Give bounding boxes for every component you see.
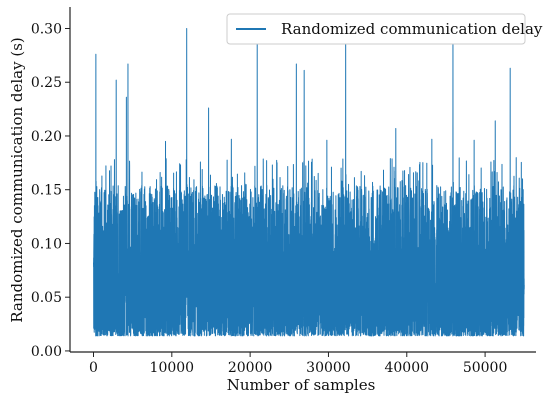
x-tick-label: 0: [89, 360, 98, 376]
y-tick-label: 0.25: [31, 75, 62, 91]
y-tick-label: 0.05: [31, 290, 62, 306]
y-tick-label: 0.20: [31, 129, 62, 145]
x-tick-label: 40000: [384, 360, 429, 376]
x-axis-ticks: 0 10000 20000 30000 40000 50000: [89, 352, 507, 376]
y-tick-label: 0.00: [31, 344, 62, 360]
x-tick-label: 20000: [228, 360, 273, 376]
y-tick-label: 0.10: [31, 236, 62, 252]
legend-label: Randomized communication delay: [281, 20, 543, 38]
x-tick-label: 10000: [150, 360, 195, 376]
legend-box: [226, 13, 526, 45]
y-axis-ticks: 0.00 0.05 0.10 0.15 0.20 0.25 0.30: [31, 21, 70, 360]
legend: Randomized communication delay: [226, 13, 543, 45]
series-line-delay: [93, 24, 525, 337]
x-axis-label: Number of samples: [227, 376, 376, 394]
y-tick-label: 0.30: [31, 21, 62, 37]
x-tick-label: 50000: [463, 360, 508, 376]
y-tick-label: 0.15: [31, 183, 62, 199]
series-line-group: [93, 24, 525, 337]
x-tick-label: 30000: [306, 360, 351, 376]
y-axis-label: Randomized communication delay (s): [8, 37, 26, 323]
